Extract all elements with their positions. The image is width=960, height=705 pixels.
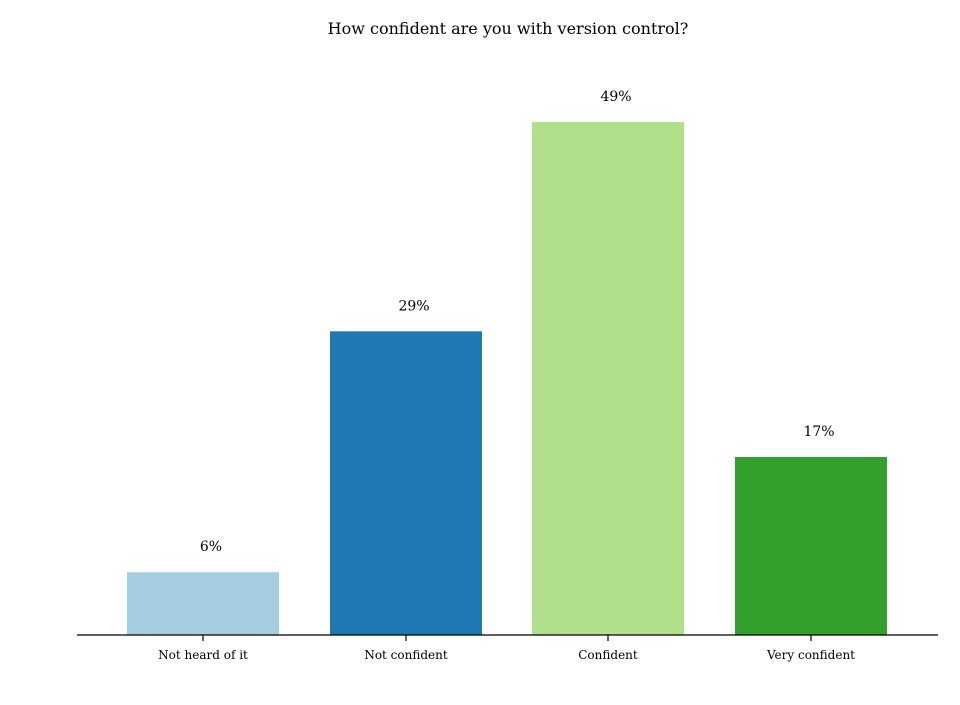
x-tick-labels-group: Not heard of it Not confident Confident Ver… [158,648,855,662]
value-labels-group: 6% 29% 49% 17% [200,89,835,555]
value-label-0: 6% [200,539,222,555]
x-tick-label-3: Very confident [766,648,855,662]
bar-2 [532,121,684,636]
bar-0 [127,572,279,635]
bar-1 [330,331,482,635]
x-ticks-group [202,635,812,641]
chart-title: How confident are you with version contr… [328,19,689,38]
value-label-2: 49% [600,89,631,105]
x-tick-label-1: Not confident [364,648,448,662]
x-tick-label-2: Confident [578,648,638,662]
value-label-1: 29% [398,298,429,314]
bar-3 [735,456,887,635]
bars-group [127,121,887,636]
value-label-3: 17% [803,424,834,440]
x-tick-label-0: Not heard of it [158,648,248,662]
